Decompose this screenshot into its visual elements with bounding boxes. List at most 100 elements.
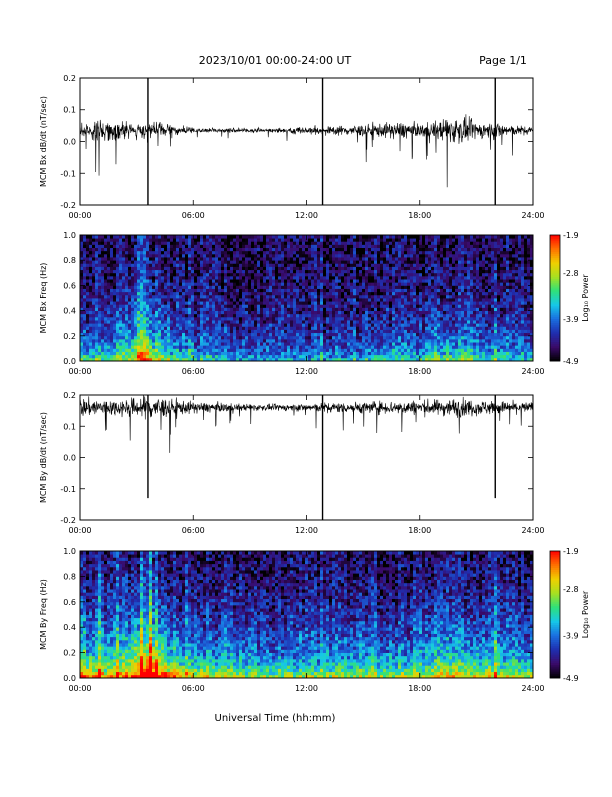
spectrogram-cell (116, 295, 119, 299)
spectrogram-cell (395, 292, 398, 296)
spectrogram-cell (236, 282, 239, 286)
spectrogram-cell (170, 352, 173, 356)
spectrogram-cell (434, 326, 437, 330)
spectrogram-cell (95, 304, 98, 308)
spectrogram-cell (440, 254, 443, 258)
spectrogram-cell (380, 311, 383, 315)
spectrogram-cell (395, 251, 398, 255)
spectrogram-cell (446, 279, 449, 283)
spectrogram-cell (446, 241, 449, 245)
spectrogram-cell (140, 295, 143, 299)
spectrogram-cell (254, 270, 257, 274)
spectrogram-cell (299, 292, 302, 296)
spectrogram-cell (95, 355, 98, 359)
spectrogram-cell (374, 257, 377, 261)
spectrogram-cell (122, 333, 125, 337)
spectrogram-cell (206, 317, 209, 321)
spectrogram-cell (359, 260, 362, 264)
spectrogram-cell (158, 304, 161, 308)
spectrogram-cell (386, 244, 389, 248)
spectrogram-cell (350, 267, 353, 271)
spectrogram-cell (134, 352, 137, 356)
spectrogram-cell (83, 320, 86, 324)
spectrogram-cell (221, 326, 224, 330)
spectrogram-cell (335, 289, 338, 293)
spectrogram-cell (392, 301, 395, 305)
spectrogram-cell (329, 257, 332, 261)
spectrogram-cell (251, 298, 254, 302)
spectrogram-cell (338, 307, 341, 311)
spectrogram-cell (116, 276, 119, 280)
spectrogram-cell (371, 295, 374, 299)
spectrogram-cell (377, 345, 380, 349)
spectrogram-cell (305, 257, 308, 261)
spectrogram-cell (449, 267, 452, 271)
spectrogram-cell (317, 273, 320, 277)
spectrogram-cell (359, 251, 362, 255)
spectrogram-cell (212, 342, 215, 346)
spectrogram-cell (236, 270, 239, 274)
spectrogram-cell (275, 352, 278, 356)
spectrogram-cell (263, 301, 266, 305)
spectrogram-cell (386, 333, 389, 337)
spectrogram-cell (281, 339, 284, 343)
spectrogram-cell (266, 279, 269, 283)
spectrogram-cell (245, 307, 248, 311)
spectrogram-cell (110, 235, 113, 239)
spectrogram-cell (374, 333, 377, 337)
spectrogram-cell (170, 295, 173, 299)
spectrogram-cell (272, 282, 275, 286)
spectrogram-cell (161, 263, 164, 267)
spectrogram-cell (422, 333, 425, 337)
spectrogram-cell (371, 276, 374, 280)
spectrogram-cell (275, 254, 278, 258)
spectrogram-cell (287, 304, 290, 308)
spectrogram-cell (311, 314, 314, 318)
spectrogram-cell (269, 314, 272, 318)
spectrogram-cell (95, 307, 98, 311)
spectrogram-cell (284, 339, 287, 343)
spectrogram-cell (428, 345, 431, 349)
spectrogram-cell (305, 295, 308, 299)
spectrogram-cell (161, 279, 164, 283)
spectrogram-cell (320, 330, 323, 334)
spectrogram-cell (311, 301, 314, 305)
spectrogram-cell (302, 263, 305, 267)
spectrogram-cell (338, 323, 341, 327)
spectrogram-cell (386, 345, 389, 349)
spectrogram-cell (200, 244, 203, 248)
spectrogram-cell (209, 298, 212, 302)
spectrogram-cell (413, 298, 416, 302)
spectrogram-cell (371, 282, 374, 286)
spectrogram-cell (101, 304, 104, 308)
spectrogram-cell (341, 323, 344, 327)
spectrogram-cell (164, 314, 167, 318)
spectrogram-cell (299, 301, 302, 305)
spectrogram-cell (167, 304, 170, 308)
spectrogram-cell (152, 282, 155, 286)
spectrogram-cell (341, 320, 344, 324)
spectrogram-cell (353, 295, 356, 299)
spectrogram-cell (137, 348, 140, 352)
spectrogram-cell (371, 279, 374, 283)
spectrogram-cell (359, 248, 362, 252)
spectrogram-cell (104, 301, 107, 305)
spectrogram-cell (155, 276, 158, 280)
spectrogram-cell (158, 326, 161, 330)
spectrogram-cell (431, 238, 434, 242)
spectrogram-cell (368, 273, 371, 277)
spectrogram-cell (212, 241, 215, 245)
spectrogram-cell (293, 292, 296, 296)
spectrogram-cell (344, 301, 347, 305)
spectrogram-cell (428, 282, 431, 286)
spectrogram-cell (113, 336, 116, 340)
spectrogram-cell (350, 320, 353, 324)
spectrogram-cell (308, 304, 311, 308)
spectrogram-cell (155, 235, 158, 239)
spectrogram-cell (152, 336, 155, 340)
spectrogram-cell (437, 282, 440, 286)
spectrogram-cell (257, 311, 260, 315)
spectrogram-cell (404, 244, 407, 248)
spectrogram-cell (164, 304, 167, 308)
spectrogram-cell (365, 348, 368, 352)
